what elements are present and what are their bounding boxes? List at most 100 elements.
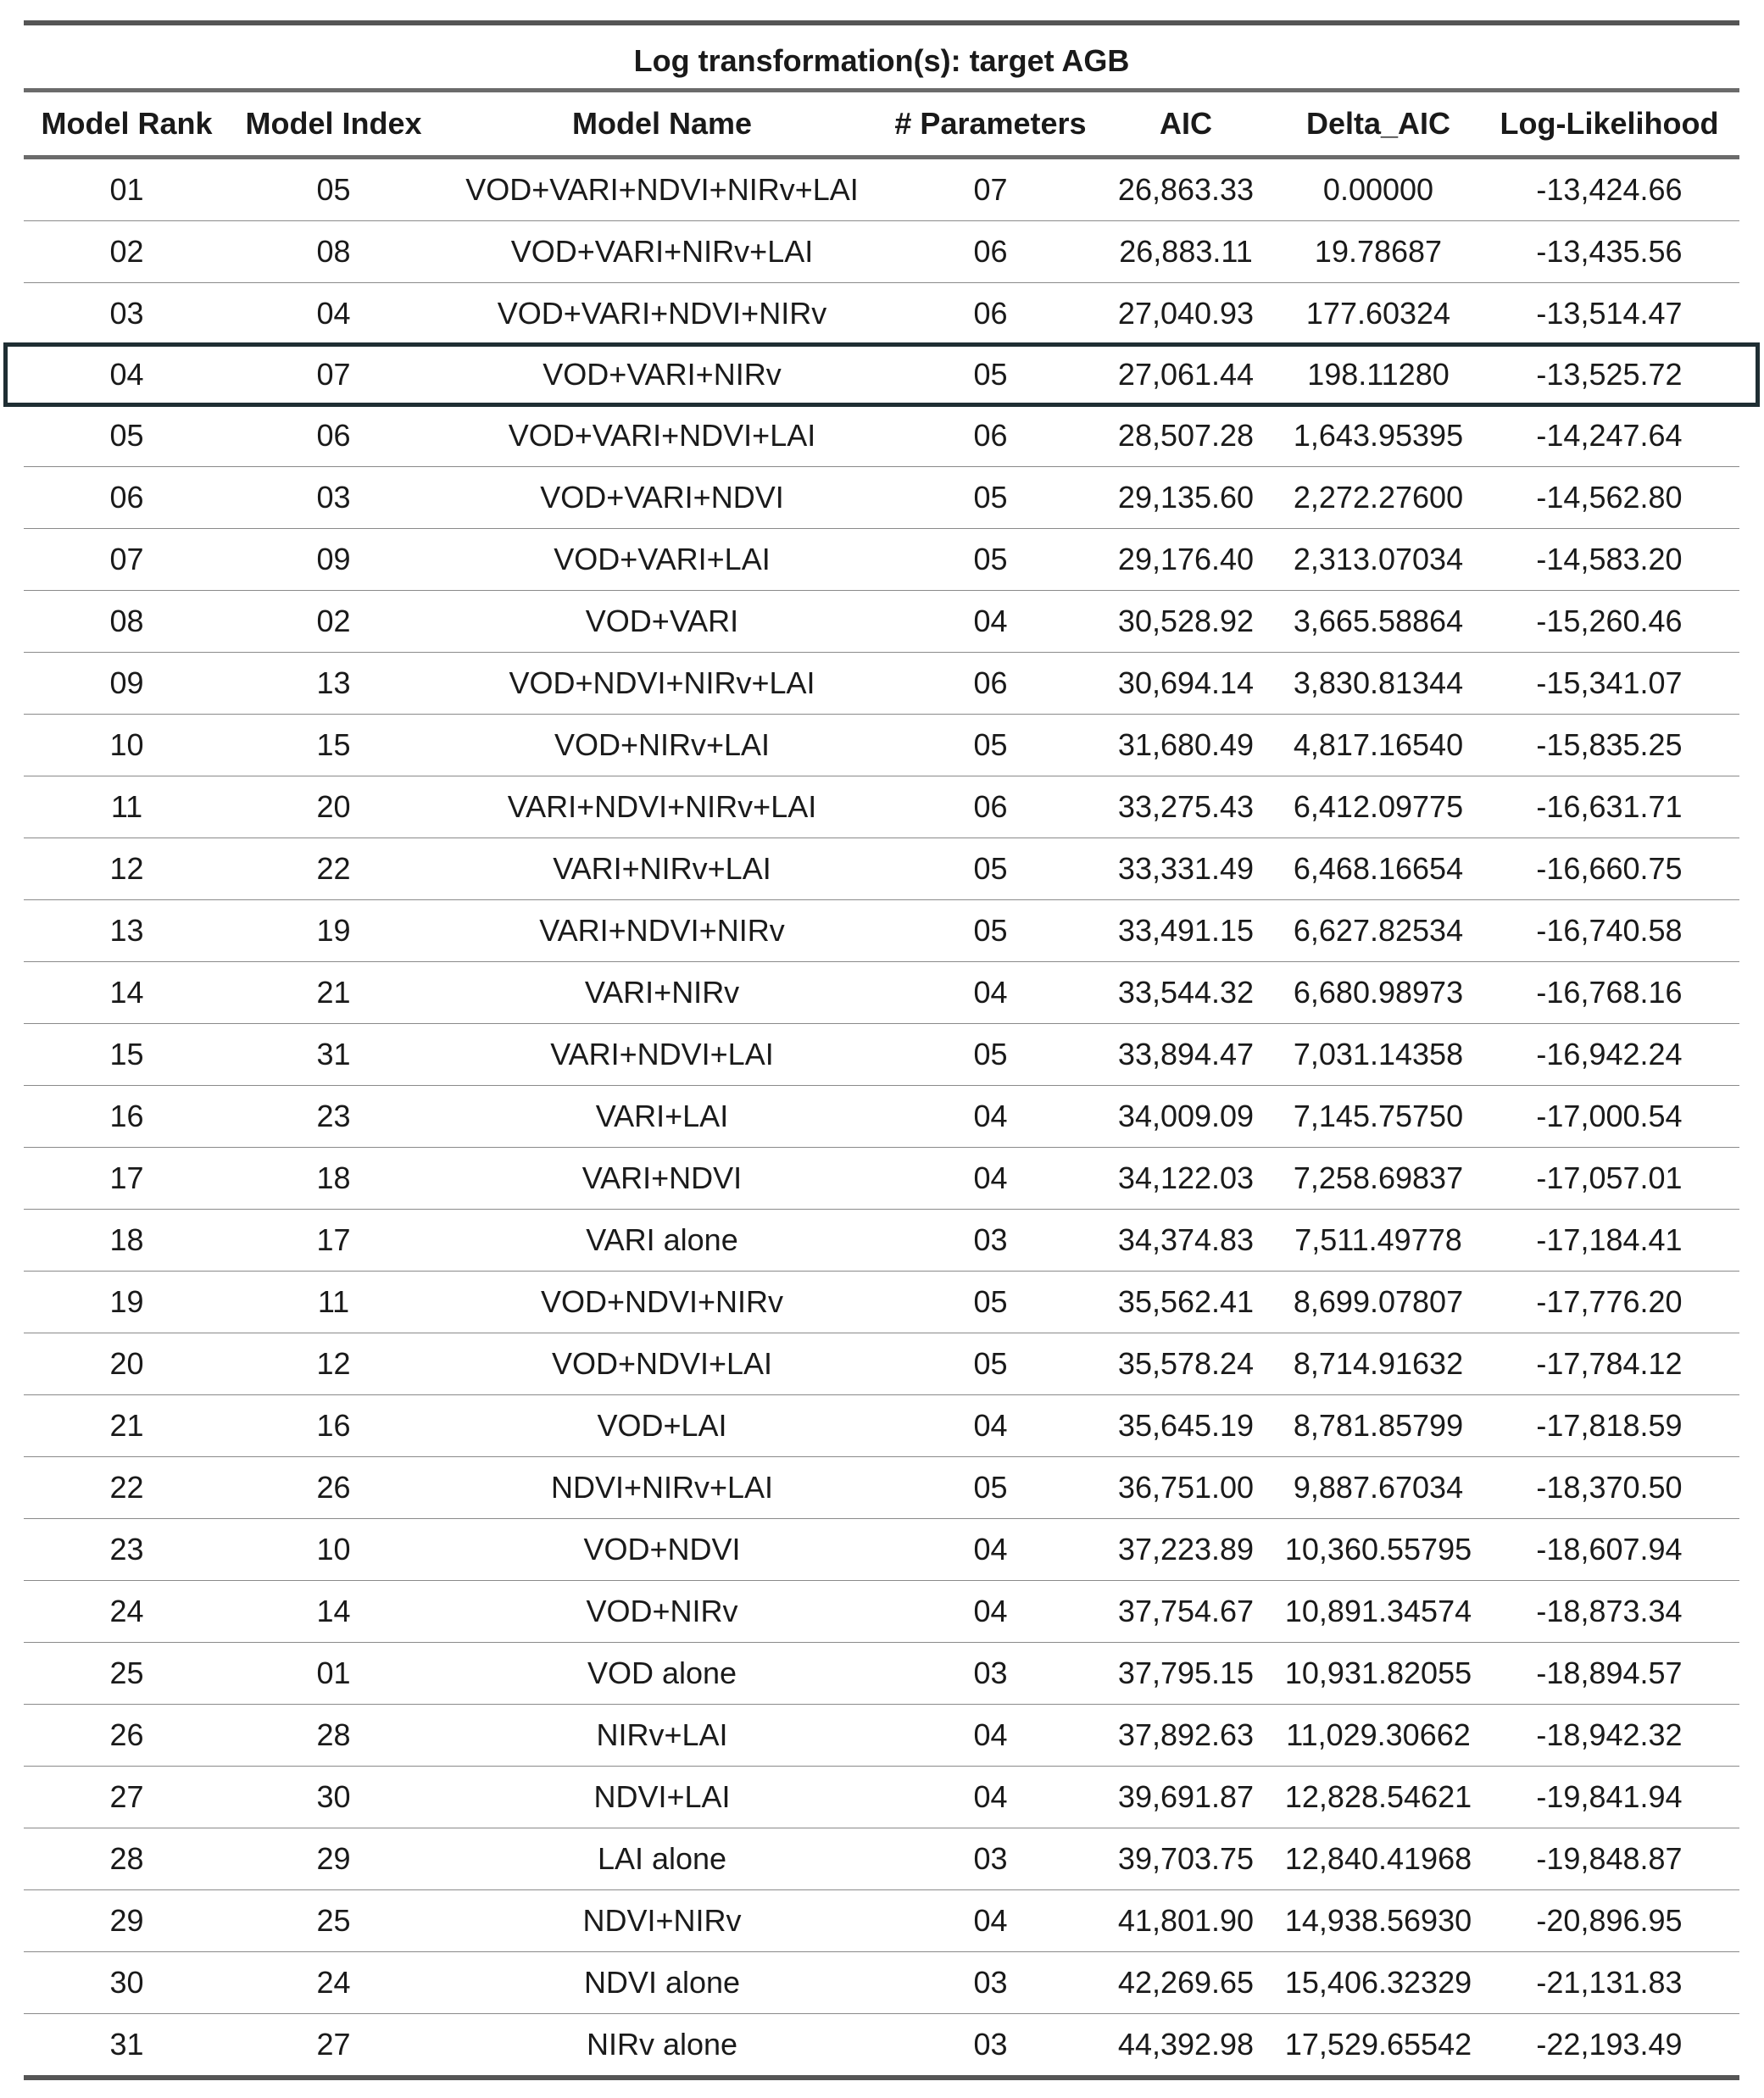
cell-parameters: 03: [887, 1951, 1094, 2014]
cell-model-name: NDVI alone: [437, 1951, 887, 2014]
cell-aic: 28,507.28: [1117, 418, 1255, 453]
table-row: 25 01 VOD alone 03 37,795.15 10,931.82055 -18,…: [24, 1642, 1739, 1705]
cell-model-name: VARI+LAI: [437, 1085, 887, 1148]
cell-delta-aic: 7,145.75750: [1277, 1085, 1479, 1148]
cell-aic: 31,680.49: [1094, 714, 1277, 776]
cell-model-rank: 16: [24, 1085, 230, 1148]
cell-delta-aic: 1,643.95395: [1293, 418, 1464, 453]
table-row: 21 16 VOD+LAI 04 35,645.19 8,781.85799 -17,818…: [24, 1394, 1739, 1457]
cell-log-likelihood: -17,184.41: [1479, 1209, 1739, 1272]
cell-parameters: 05: [887, 528, 1094, 591]
table-row: 14 21 VARI+NIRv 04 33,544.32 6,680.98973 -16,7…: [24, 961, 1739, 1024]
table-row: 18 17 VARI alone 03 34,374.83 7,511.49778 -17,…: [24, 1209, 1739, 1272]
cell-delta-aic: 198.11280: [1307, 357, 1450, 392]
cell-model-rank: 27: [24, 1766, 230, 1828]
cell-model-index: 29: [230, 1828, 437, 1890]
cell-model-index: 30: [230, 1766, 437, 1828]
cell-log-likelihood: -13,424.66: [1536, 172, 1683, 207]
cell-parameters: 04: [887, 1766, 1094, 1828]
cell-parameters: 04: [887, 1147, 1094, 1210]
cell-model-name: VOD alone: [437, 1642, 887, 1705]
cell-model-name: VOD+VARI+NDVI: [437, 466, 887, 529]
cell-parameters: 07: [973, 172, 1008, 207]
cell-model-rank: 05: [109, 418, 144, 453]
header-model-index: Model Index: [245, 106, 422, 141]
cell-model-index: 03: [230, 466, 437, 529]
model-ranking-table-container: Log transformation(s): target AGB Model …: [3, 20, 1760, 2080]
cell-model-rank: 02: [24, 220, 230, 283]
cell-log-likelihood: -13,435.56: [1479, 220, 1739, 283]
cell-log-likelihood: -16,631.71: [1479, 776, 1739, 838]
cell-aic: 35,645.19: [1094, 1394, 1277, 1457]
table-row: 11 20 VARI+NDVI+NIRv+LAI 06 33,275.43 6,412.0…: [24, 776, 1739, 838]
cell-log-likelihood: -18,607.94: [1479, 1518, 1739, 1581]
bottom-rule: [24, 2075, 1739, 2080]
cell-log-likelihood: -15,260.46: [1479, 590, 1739, 653]
table-row: 15 31 VARI+NDVI+LAI 05 33,894.47 7,031.14358-…: [24, 1023, 1739, 1086]
cell-model-index: 16: [230, 1394, 437, 1457]
cell-aic: 27,040.93: [1094, 282, 1277, 344]
cell-parameters: 05: [887, 1456, 1094, 1519]
cell-delta-aic: 10,360.55795: [1277, 1518, 1479, 1581]
cell-aic: 34,374.83: [1094, 1209, 1277, 1272]
cell-log-likelihood: -18,894.57: [1479, 1642, 1739, 1705]
cell-model-index: 12: [230, 1333, 437, 1395]
cell-log-likelihood: -17,818.59: [1479, 1394, 1739, 1457]
cell-model-name: VARI+NDVI+NIRv: [437, 899, 887, 962]
cell-log-likelihood: -14,247.64: [1536, 418, 1683, 453]
cell-delta-aic: 6,627.82534: [1277, 899, 1479, 962]
cell-model-rank: 29: [24, 1889, 230, 1952]
cell-log-likelihood: -16,660.75: [1479, 838, 1739, 900]
cell-aic: 26,863.33: [1117, 172, 1255, 207]
cell-model-rank: 06: [24, 466, 230, 529]
cell-aic: 33,894.47: [1094, 1023, 1277, 1086]
cell-parameters: 06: [973, 418, 1008, 453]
table-row: 05 06 VOD+VARI+NDVI+LAI 06 28,507.28 1,643.95…: [24, 405, 1739, 467]
table-row: 02 08 VOD+VARI+NIRv+LAI 06 26,883.11 19.78687…: [24, 220, 1739, 283]
cell-model-index: 11: [230, 1271, 437, 1333]
cell-parameters: 04: [887, 1580, 1094, 1643]
cell-model-name: VOD+NDVI+NIRv+LAI: [437, 652, 887, 715]
cell-aic: 41,801.90: [1094, 1889, 1277, 1952]
cell-model-rank: 10: [24, 714, 230, 776]
cell-parameters: 06: [887, 220, 1094, 283]
cell-model-name: VOD+NDVI: [437, 1518, 887, 1581]
cell-log-likelihood: -19,841.94: [1479, 1766, 1739, 1828]
cell-delta-aic: 177.60324: [1277, 282, 1479, 344]
table-row: 09 13 VOD+NDVI+NIRv+LAI 06 30,694.14 3,830.81…: [24, 652, 1739, 715]
cell-log-likelihood: -18,942.32: [1479, 1704, 1739, 1767]
cell-aic: 37,754.67: [1094, 1580, 1277, 1643]
cell-model-name: VOD+VARI: [437, 590, 887, 653]
cell-model-rank: 21: [24, 1394, 230, 1457]
cell-model-rank: 13: [24, 899, 230, 962]
cell-parameters: 04: [887, 1518, 1094, 1581]
cell-parameters: 05: [887, 899, 1094, 962]
cell-delta-aic: 2,272.27600: [1277, 466, 1479, 529]
cell-model-index: 14: [230, 1580, 437, 1643]
cell-aic: 39,691.87: [1094, 1766, 1277, 1828]
cell-log-likelihood: -20,896.95: [1479, 1889, 1739, 1952]
cell-aic: 34,009.09: [1094, 1085, 1277, 1148]
cell-model-rank: 24: [24, 1580, 230, 1643]
cell-delta-aic: 11,029.30662: [1277, 1704, 1479, 1767]
cell-log-likelihood: -17,784.12: [1479, 1333, 1739, 1395]
table-row: 29 25 NDVI+NIRv 04 41,801.90 14,938.56930 -20,…: [24, 1889, 1739, 1952]
cell-parameters: 04: [887, 961, 1094, 1024]
title-rule: [24, 88, 1739, 92]
table-row: 23 10 VOD+NDVI 04 37,223.89 10,360.55795 -18,6…: [24, 1518, 1739, 1581]
cell-parameters: 03: [887, 2013, 1094, 2075]
cell-aic: 33,491.15: [1094, 899, 1277, 962]
table-row: 17 18 VARI+NDVI 04 34,122.03 7,258.69837 -17,0…: [24, 1147, 1739, 1210]
cell-model-index: 24: [230, 1951, 437, 2014]
cell-model-name: VARI+NIRv: [437, 961, 887, 1024]
table-row: 24 14 VOD+NIRv 04 37,754.67 10,891.34574 -18,8…: [24, 1580, 1739, 1643]
cell-model-rank: 25: [24, 1642, 230, 1705]
cell-aic: 35,578.24: [1094, 1333, 1277, 1395]
cell-model-rank: 23: [24, 1518, 230, 1581]
cell-model-rank: 04: [109, 357, 144, 392]
cell-delta-aic: 7,511.49778: [1277, 1209, 1479, 1272]
table-row: 01 05 VOD+VARI+NDVI+NIRv+LAI 07 26,863.33 0.0…: [24, 159, 1739, 221]
cell-aic: 29,176.40: [1094, 528, 1277, 591]
cell-log-likelihood: -14,583.20: [1479, 528, 1739, 591]
cell-model-name: VOD+VARI+NIRv: [543, 357, 782, 392]
